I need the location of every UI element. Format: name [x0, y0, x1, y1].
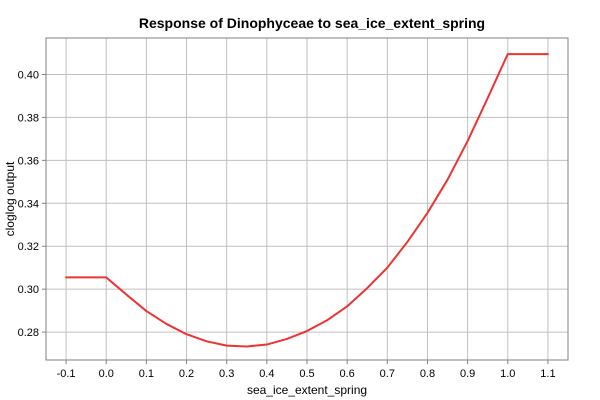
chart-title: Response of Dinophyceae to sea_ice_exten… — [139, 15, 485, 31]
x-axis-label: sea_ice_extent_spring — [247, 383, 367, 397]
y-tick-label: 0.38 — [18, 112, 39, 124]
x-tick-label: 0.3 — [219, 368, 234, 380]
y-tick-label: 0.28 — [18, 327, 39, 339]
x-tick-label: -0.1 — [57, 368, 76, 380]
x-tick-label: 0.0 — [99, 368, 114, 380]
y-tick-label: 0.32 — [18, 241, 39, 253]
x-tick-label: 0.9 — [460, 368, 475, 380]
x-tick-label: 0.8 — [420, 368, 435, 380]
x-tick-label: 0.6 — [340, 368, 355, 380]
response-line — [65, 53, 549, 348]
y-tick-label: 0.34 — [18, 198, 39, 210]
x-tick-label: 1.0 — [500, 368, 515, 380]
y-tick-label: 0.30 — [18, 284, 39, 296]
x-tick-label: 0.4 — [259, 368, 274, 380]
x-tick-label: 0.2 — [179, 368, 194, 380]
x-tick-label: 1.1 — [540, 368, 555, 380]
x-tick-label: 0.1 — [139, 368, 154, 380]
y-tick-label: 0.40 — [18, 69, 39, 81]
y-tick-label: 0.36 — [18, 155, 39, 167]
x-tick-label: 0.5 — [299, 368, 314, 380]
series-layer — [65, 53, 549, 348]
y-axis-ticks: 0.28 0.30 0.32 0.34 0.36 0.38 0.40 — [18, 69, 46, 339]
grid — [46, 38, 568, 360]
x-tick-label: 0.7 — [380, 368, 395, 380]
x-axis-ticks: -0.1 0.0 0.1 0.2 0.3 0.4 0.5 0.6 0.7 0.8 0.9 1.0 1.1 — [57, 360, 556, 380]
y-axis-label: cloglog output — [3, 161, 17, 236]
